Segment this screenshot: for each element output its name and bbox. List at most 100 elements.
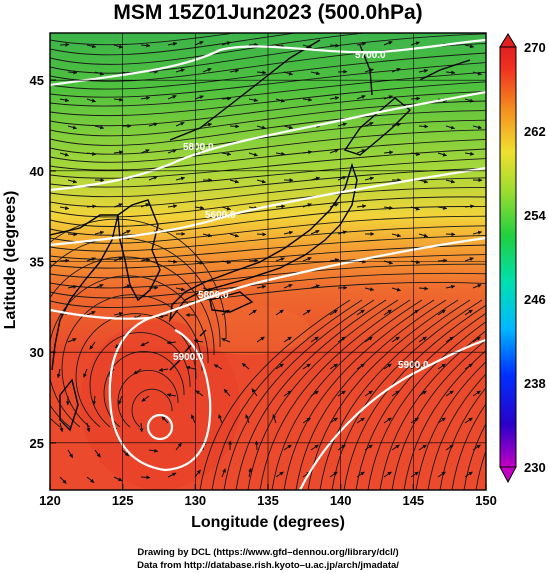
x-tick-label: 150 xyxy=(475,493,497,508)
wind-arrow xyxy=(356,471,365,478)
wind-arrow xyxy=(418,286,429,291)
wind-arrow xyxy=(356,309,365,316)
contour-label-4: 5900.0 xyxy=(173,352,204,363)
wind-arrow xyxy=(121,284,131,289)
wind-arrow xyxy=(275,257,285,262)
wind-arrow xyxy=(464,257,474,262)
wind-arrow xyxy=(113,150,124,155)
x-tick-labels: 120 125 130 135 140 145 150 xyxy=(39,484,497,508)
typhoon-warm-core xyxy=(80,320,240,490)
wind-arrow xyxy=(275,151,286,156)
coastlines xyxy=(50,39,471,432)
colorbar-top-cap xyxy=(499,33,517,48)
map-title: MSM 15Z01Jun2023 (500.0hPa) xyxy=(113,1,422,24)
wind-arrow xyxy=(175,122,185,127)
wind-arrow xyxy=(89,341,96,350)
streamline xyxy=(343,304,486,490)
wind-arrow xyxy=(391,336,400,343)
wind-arrow xyxy=(464,417,473,424)
wind-arrow xyxy=(418,179,429,184)
wind-arrow xyxy=(223,388,231,397)
contour-label-6: 5800.0 xyxy=(183,142,214,153)
wind-arrow xyxy=(190,414,196,424)
y-tick-label: 25 xyxy=(30,436,44,451)
wind-arrow xyxy=(218,414,223,424)
wind-arrow xyxy=(86,311,96,316)
wind-arrow xyxy=(337,444,346,451)
wind-arrow xyxy=(310,390,319,397)
wind-arrow xyxy=(302,203,312,208)
wind-arrow xyxy=(391,68,401,73)
wind-arrow xyxy=(221,338,231,343)
y-axis-label: Latitude (degrees) xyxy=(2,191,19,330)
wind-arrow xyxy=(175,176,186,181)
wind-arrow xyxy=(67,125,78,130)
wind-arrow xyxy=(113,203,123,208)
wind-arrow xyxy=(59,422,64,433)
y-tick-label: 40 xyxy=(30,164,44,179)
colorbar-tick-label: 230 xyxy=(524,460,546,475)
wind-arrow xyxy=(213,364,223,370)
streamline xyxy=(475,449,486,490)
wind-arrow xyxy=(148,122,159,127)
wind-arrow xyxy=(158,367,169,372)
wind-arrow xyxy=(67,232,78,237)
wind-arrow xyxy=(221,96,232,101)
wind-arrow xyxy=(464,204,475,209)
wind-arrow xyxy=(464,363,473,370)
wind-arrow xyxy=(410,309,419,316)
wind-arrow xyxy=(391,233,402,238)
wind-arrows xyxy=(56,41,483,484)
wind-arrow xyxy=(140,341,150,347)
wind-arrow xyxy=(283,336,292,343)
wind-arrow xyxy=(245,414,250,424)
wind-arrow xyxy=(445,444,454,451)
wind-arrow xyxy=(302,97,313,102)
wind-arrow xyxy=(86,44,97,49)
wind-arrow xyxy=(356,95,366,100)
wind-arrow xyxy=(472,284,482,289)
wind-arrow xyxy=(161,416,169,424)
streamline xyxy=(331,299,483,490)
wind-arrow xyxy=(59,152,69,157)
colorbar: 230 238 246 254 262 270 xyxy=(499,33,546,484)
wind-arrow xyxy=(166,393,177,398)
streamline xyxy=(50,225,486,252)
wind-arrow xyxy=(383,150,394,155)
wind-arrow xyxy=(221,151,232,156)
wind-arrow xyxy=(445,336,454,343)
x-tick-label: 145 xyxy=(402,493,424,508)
wind-arrow xyxy=(472,230,483,235)
wind-arrow xyxy=(118,395,123,405)
colorbar-tick-label: 246 xyxy=(524,292,546,307)
wind-arrow xyxy=(140,149,150,154)
wind-arrow xyxy=(140,258,151,262)
wind-arrow xyxy=(437,152,447,157)
wind-arrow xyxy=(86,98,96,103)
wind-arrow xyxy=(166,340,177,345)
y-tick-label: 30 xyxy=(30,345,44,360)
wind-arrow xyxy=(464,44,475,49)
wind-arrow xyxy=(445,284,456,289)
wind-arrow xyxy=(445,70,456,75)
wind-arrow xyxy=(121,449,130,457)
wind-arrow xyxy=(337,176,347,181)
streamline xyxy=(50,167,486,198)
wind-arrow xyxy=(113,257,123,262)
lat-lon-grid xyxy=(50,33,486,490)
x-tick-label: 120 xyxy=(39,493,61,508)
streamline xyxy=(50,196,486,227)
wind-arrow xyxy=(94,71,105,76)
wind-arrow xyxy=(202,68,212,73)
wind-arrow xyxy=(67,70,78,75)
streamline xyxy=(50,215,486,244)
wind-arrow xyxy=(437,417,446,424)
streamline xyxy=(50,81,486,117)
wind-arrow xyxy=(364,390,373,397)
wind-arrow xyxy=(302,417,311,424)
wind-arrow xyxy=(148,176,158,181)
wind-arrow xyxy=(248,152,258,157)
wind-arrow xyxy=(329,309,338,316)
y-tick-label: 45 xyxy=(30,73,44,88)
x-tick-label: 135 xyxy=(257,493,279,508)
